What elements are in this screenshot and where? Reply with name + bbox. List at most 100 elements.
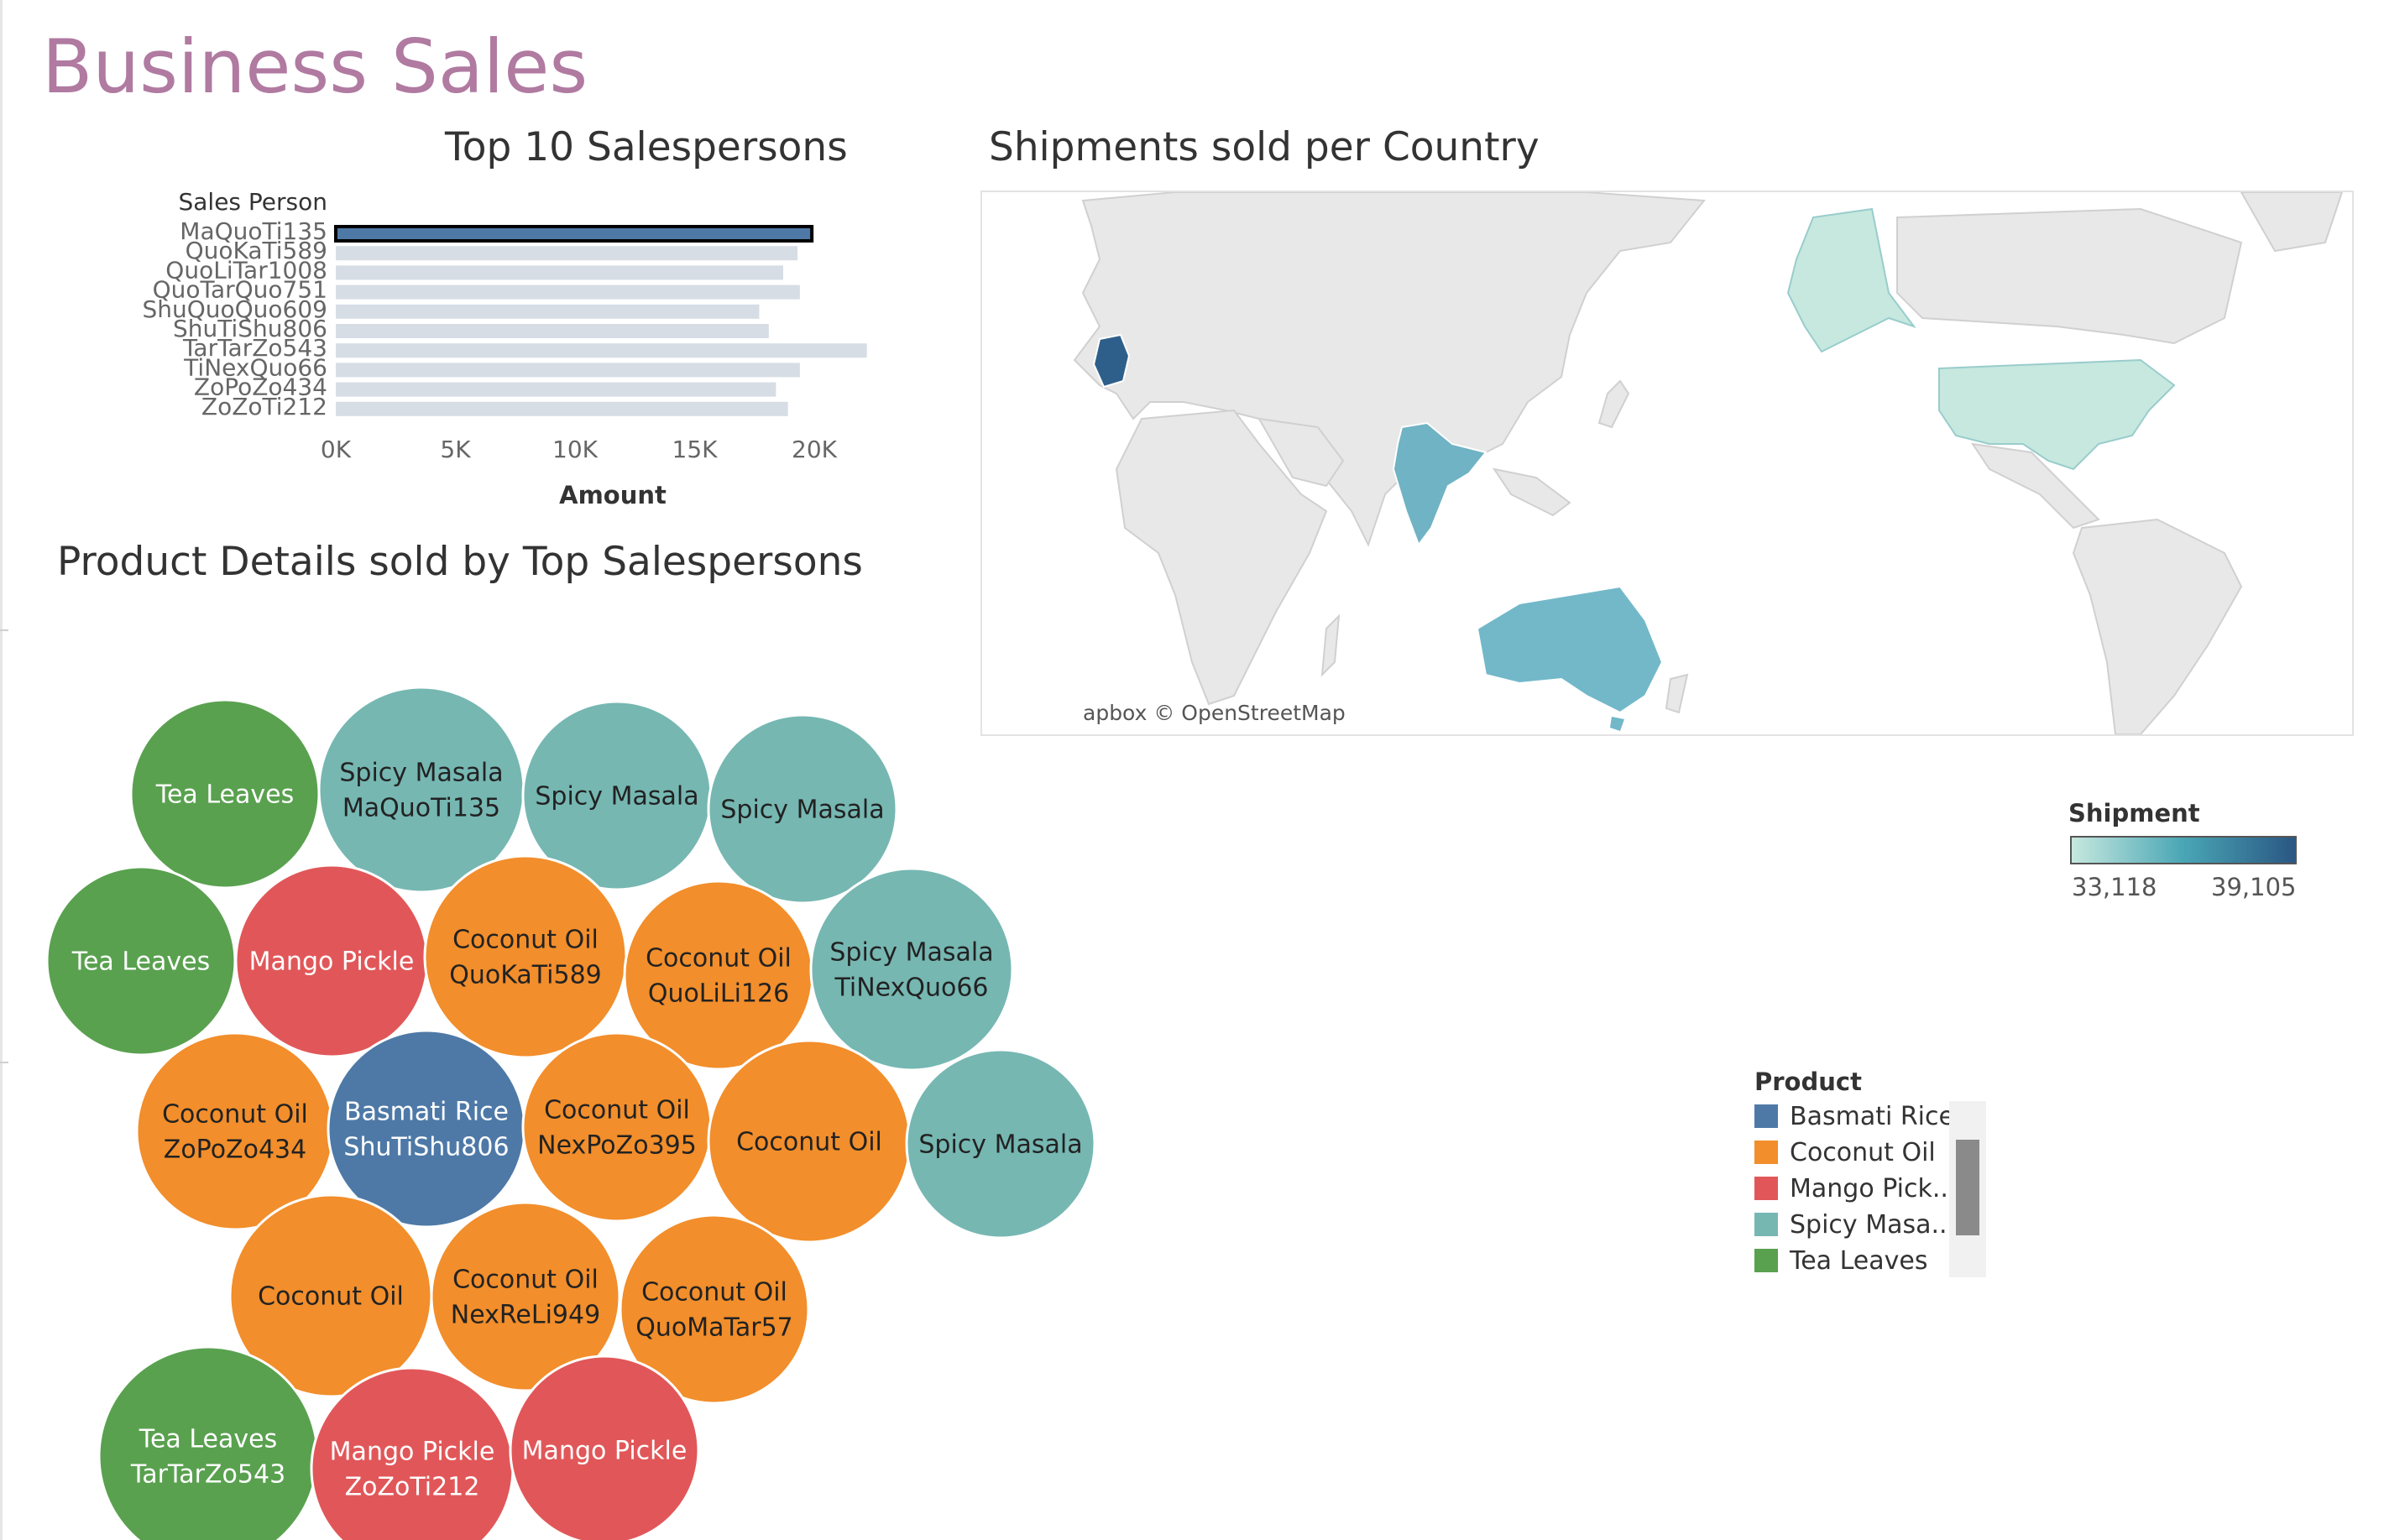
legend-swatch — [1754, 1213, 1778, 1236]
bar[interactable] — [336, 285, 800, 300]
southeast-asia-shape — [1492, 467, 1571, 517]
usa-shape[interactable] — [1938, 358, 2176, 471]
bar-chart-title: Top 10 Salespersons — [445, 124, 848, 170]
product-bubble[interactable] — [619, 1214, 810, 1405]
legend-label: Coconut Oil — [1790, 1137, 1936, 1167]
legend-label: Tea Leaves — [1790, 1245, 1928, 1276]
bar[interactable] — [336, 246, 798, 261]
shipment-max-label: 39,105 — [2211, 873, 2297, 901]
x-axis-title: Amount — [559, 481, 667, 509]
legend-label: Basmati Rice — [1790, 1101, 1954, 1131]
shipment-color-ramp — [2070, 836, 2297, 864]
bubble-salesperson-label: MaQuoTi135 — [342, 794, 500, 823]
product-bubble[interactable] — [809, 867, 1014, 1072]
bar[interactable] — [336, 265, 783, 280]
bubble-salesperson-label: QuoLiLi126 — [648, 979, 789, 1009]
legend-swatch — [1754, 1104, 1778, 1128]
dashboard-title: Business Sales — [42, 23, 588, 110]
product-bubble[interactable] — [521, 1031, 713, 1223]
map-attribution[interactable]: apbox © OpenStreetMap — [1083, 701, 1346, 725]
x-tick-label: 20K — [792, 436, 838, 463]
bubble-salesperson-label: QuoKaTi589 — [449, 961, 602, 990]
bubble-product-label: Coconut Oil — [452, 1266, 599, 1295]
bubble-salesperson-label: ShuTiShu806 — [343, 1133, 509, 1162]
bubble-product-label: Coconut Oil — [641, 1278, 787, 1308]
bubble-product-label: Coconut Oil — [736, 1128, 882, 1157]
legend-label: Spicy Masa.. — [1790, 1209, 1947, 1240]
bubble-product-label: Coconut Oil — [544, 1096, 690, 1125]
bubble-salesperson-label: NexPoZo395 — [537, 1131, 697, 1161]
canada-shape — [1896, 207, 2243, 345]
alaska-shape[interactable] — [1786, 207, 1916, 353]
product-bubble[interactable] — [430, 1201, 621, 1392]
bubble-salesperson-label: NexReLi949 — [451, 1301, 600, 1330]
bubble-product-label: Spicy Masala — [720, 796, 884, 825]
map-title: Shipments sold per Country — [989, 124, 1540, 170]
bubble-product-label: Mango Pickle — [330, 1438, 495, 1467]
x-tick-label: 10K — [552, 436, 599, 463]
bar-category-label: MaQuoTi135 — [180, 217, 327, 245]
bubble-product-label: Spicy Masala — [829, 938, 993, 968]
product-bubble[interactable] — [509, 1355, 700, 1540]
bar-category-label: ShuTiShu806 — [173, 315, 327, 342]
bar[interactable] — [336, 343, 867, 358]
bubble-product-label: Spicy Masala — [535, 782, 698, 812]
bar-category-label: TarTarZo543 — [182, 334, 327, 362]
bar[interactable] — [336, 382, 776, 397]
left-edge-rule — [0, 0, 3, 1540]
legend-scrollbar[interactable] — [1949, 1101, 1986, 1277]
bubble-salesperson-label: ZoZoTi212 — [345, 1473, 480, 1502]
product-bubble[interactable] — [707, 713, 898, 905]
bubble-product-label: Coconut Oil — [258, 1282, 404, 1312]
bubble-salesperson-label: TarTarZo543 — [130, 1460, 285, 1490]
bubble-product-label: Tea Leaves — [71, 947, 210, 977]
greenland-shape — [2240, 192, 2344, 253]
india-shape[interactable] — [1392, 421, 1487, 547]
shipments-map[interactable] — [980, 191, 2354, 736]
salesperson-bar-chart[interactable]: Sales PersonMaQuoTi135QuoKaTi589QuoLiTar… — [126, 185, 915, 520]
bubble-salesperson-label: ZoPoZo434 — [164, 1135, 306, 1165]
bar-category-label: QuoKaTi589 — [186, 237, 327, 264]
bar-category-label: QuoTarQuo751 — [153, 276, 327, 304]
bar-category-label: ZoPoZo434 — [194, 373, 327, 401]
product-bubble[interactable] — [423, 854, 628, 1059]
legend-item[interactable]: Basmati Rice — [1754, 1099, 1954, 1133]
legend-item[interactable]: Coconut Oil — [1754, 1135, 1936, 1169]
world-map[interactable] — [982, 192, 2352, 734]
australia-shape[interactable] — [1476, 585, 1664, 714]
bubble-salesperson-label: TiNexQuo66 — [834, 974, 988, 1003]
x-tick-label: 15K — [672, 436, 719, 463]
legend-item[interactable]: Spicy Masa.. — [1754, 1208, 1947, 1241]
bar[interactable] — [336, 304, 760, 319]
shipment-min-label: 33,118 — [2072, 873, 2157, 901]
bubble-product-label: Spicy Masala — [918, 1130, 1082, 1160]
product-bubble[interactable] — [905, 1048, 1096, 1240]
product-legend[interactable]: Basmati Rice Coconut Oil Mango Pick.. Spicy… — [1754, 1099, 1989, 1276]
bar[interactable] — [336, 363, 800, 378]
tasmania-shape — [1610, 717, 1624, 731]
bubble-salesperson-label: QuoMaTar57 — [635, 1313, 793, 1343]
south-america-shape — [2072, 518, 2243, 734]
germany-shape[interactable] — [1092, 333, 1131, 389]
legend-label: Mango Pick.. — [1790, 1173, 1948, 1203]
legend-scroll-thumb[interactable] — [1956, 1140, 1979, 1235]
bubble-product-label: Tea Leaves — [155, 780, 294, 810]
bar[interactable] — [336, 324, 769, 338]
bar[interactable] — [336, 401, 788, 416]
legend-item[interactable]: Mango Pick.. — [1754, 1172, 1948, 1205]
africa-shape — [1115, 409, 1328, 706]
legend-swatch — [1754, 1177, 1778, 1200]
new-zealand-shape — [1665, 673, 1689, 714]
central-america-shape — [1970, 442, 2100, 530]
legend-swatch — [1754, 1141, 1778, 1164]
bar[interactable] — [334, 225, 814, 243]
bubble-product-label: Basmati Rice — [344, 1098, 509, 1127]
eurasia-shape — [1073, 192, 1706, 547]
bar-category-label: QuoLiTar1008 — [165, 256, 327, 284]
bubble-product-label: Mango Pickle — [522, 1437, 687, 1466]
bubble-product-label: Coconut Oil — [162, 1100, 308, 1130]
product-legend-title: Product — [1754, 1068, 1862, 1096]
product-bubble-chart[interactable]: Tea Leaves Spicy Masala MaQuoTi135 Spicy Ma… — [0, 638, 1108, 1540]
legend-item[interactable]: Tea Leaves — [1754, 1244, 1927, 1277]
bar-row-header: Sales Person — [178, 188, 327, 216]
